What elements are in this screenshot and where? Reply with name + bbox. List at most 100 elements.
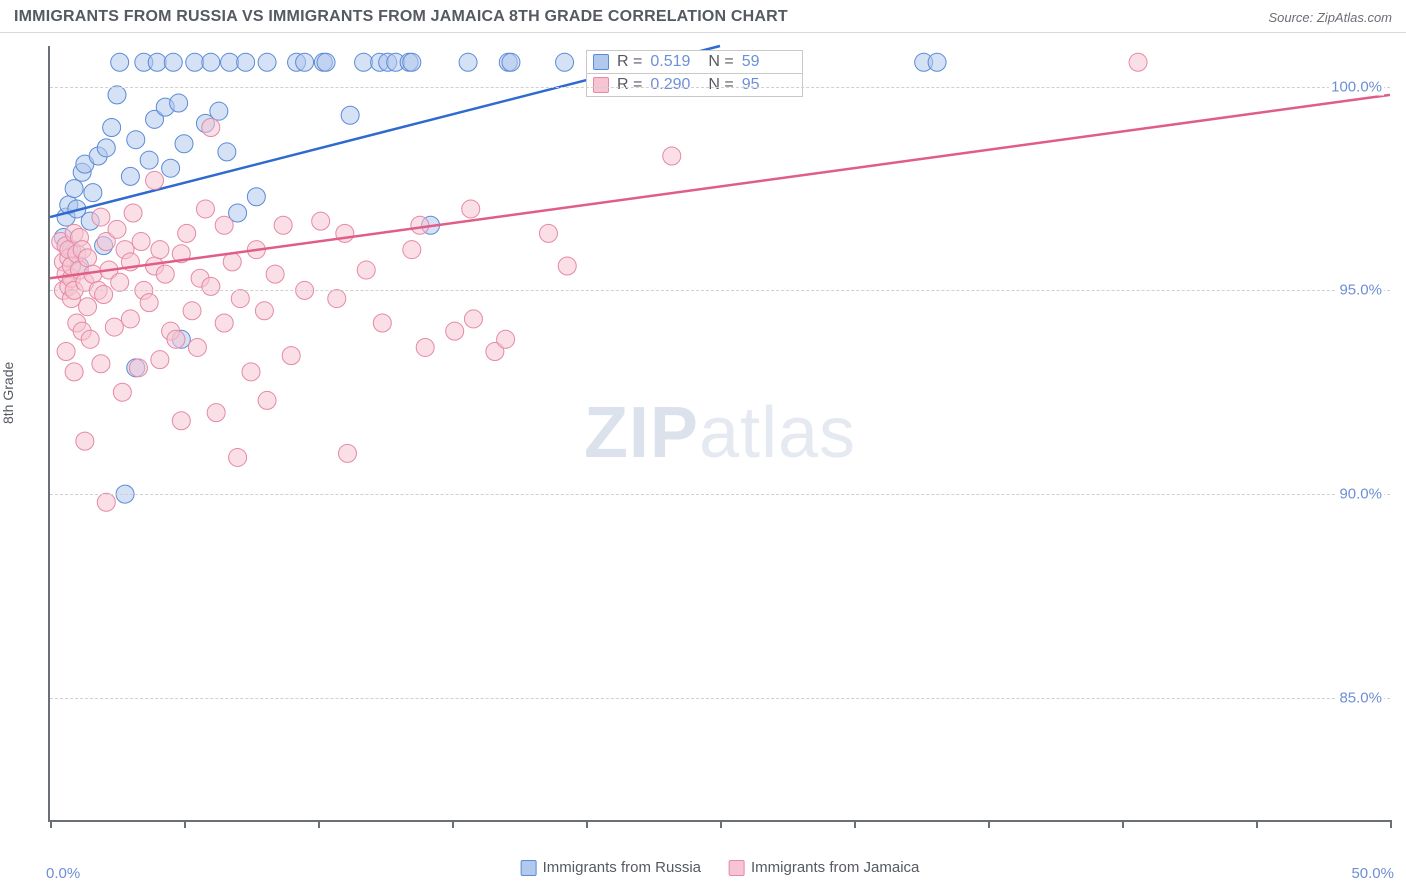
- x-tick: [1256, 820, 1258, 828]
- swatch-series2: [593, 77, 609, 93]
- y-tick-label: 90.0%: [1337, 486, 1384, 503]
- data-point: [108, 86, 126, 104]
- data-point: [210, 102, 228, 120]
- x-tick: [1122, 820, 1124, 828]
- stats-legend-box: R = 0.519 N = 59 R = 0.290 N = 95: [586, 50, 803, 96]
- data-point: [92, 208, 110, 226]
- data-point: [95, 285, 113, 303]
- data-point: [186, 53, 204, 71]
- y-tick-label: 85.0%: [1337, 689, 1384, 706]
- data-point: [97, 493, 115, 511]
- data-point: [218, 143, 236, 161]
- data-point: [207, 404, 225, 422]
- x-tick: [854, 820, 856, 828]
- data-point: [183, 302, 201, 320]
- data-point: [129, 359, 147, 377]
- data-point: [121, 310, 139, 328]
- trend-line: [50, 95, 1390, 278]
- data-point: [258, 53, 276, 71]
- data-point: [255, 302, 273, 320]
- x-tick: [50, 820, 52, 828]
- data-point: [188, 338, 206, 356]
- data-point: [317, 53, 335, 71]
- data-point: [103, 118, 121, 136]
- data-point: [663, 147, 681, 165]
- data-point: [357, 261, 375, 279]
- data-point: [79, 298, 97, 316]
- data-point: [97, 139, 115, 157]
- data-point: [258, 391, 276, 409]
- data-point: [151, 241, 169, 259]
- data-point: [373, 314, 391, 332]
- data-point: [215, 314, 233, 332]
- data-point: [178, 224, 196, 242]
- data-point: [312, 212, 330, 230]
- data-point: [111, 273, 129, 291]
- legend-bottom: Immigrants from Russia Immigrants from J…: [521, 859, 920, 876]
- data-point: [151, 351, 169, 369]
- data-point: [338, 444, 356, 462]
- data-point: [148, 53, 166, 71]
- y-tick-label: 100.0%: [1329, 78, 1384, 95]
- data-point: [274, 216, 292, 234]
- x-tick: [586, 820, 588, 828]
- x-axis-max-label: 50.0%: [1351, 865, 1394, 882]
- data-point: [124, 204, 142, 222]
- data-point: [403, 241, 421, 259]
- data-point: [497, 330, 515, 348]
- data-point: [237, 53, 255, 71]
- plot-surface: [50, 46, 1390, 820]
- data-point: [132, 233, 150, 251]
- data-point: [539, 224, 557, 242]
- legend-item-series2: Immigrants from Jamaica: [729, 859, 919, 876]
- data-point: [92, 355, 110, 373]
- data-point: [113, 383, 131, 401]
- data-point: [84, 184, 102, 202]
- data-point: [247, 188, 265, 206]
- data-point: [282, 347, 300, 365]
- x-tick: [988, 820, 990, 828]
- data-point: [170, 94, 188, 112]
- source-label: Source: ZipAtlas.com: [1268, 10, 1392, 25]
- data-point: [403, 53, 421, 71]
- data-point: [242, 363, 260, 381]
- data-point: [229, 448, 247, 466]
- swatch-icon: [729, 860, 745, 876]
- data-point: [140, 294, 158, 312]
- data-point: [79, 249, 97, 267]
- data-point: [231, 290, 249, 308]
- data-point: [175, 135, 193, 153]
- data-point: [341, 106, 359, 124]
- data-point: [172, 412, 190, 430]
- data-point: [355, 53, 373, 71]
- grid-line: [50, 494, 1390, 495]
- x-tick: [1390, 820, 1392, 828]
- data-point: [127, 131, 145, 149]
- stats-row-series2: R = 0.290 N = 95: [586, 73, 803, 97]
- y-axis-label: 8th Grade: [0, 362, 16, 424]
- data-point: [416, 338, 434, 356]
- data-point: [221, 53, 239, 71]
- data-point: [556, 53, 574, 71]
- data-point: [57, 343, 75, 361]
- data-point: [76, 432, 94, 450]
- data-point: [146, 171, 164, 189]
- data-point: [446, 322, 464, 340]
- data-point: [464, 310, 482, 328]
- data-point: [328, 290, 346, 308]
- y-tick-label: 95.0%: [1337, 282, 1384, 299]
- data-point: [167, 330, 185, 348]
- data-point: [140, 151, 158, 169]
- data-point: [1129, 53, 1147, 71]
- data-point: [65, 363, 83, 381]
- data-point: [223, 253, 241, 271]
- data-point: [164, 53, 182, 71]
- data-point: [105, 318, 123, 336]
- scatter-chart: ZIPatlas R = 0.519 N = 59 R = 0.290 N = …: [48, 46, 1390, 822]
- data-point: [502, 53, 520, 71]
- data-point: [266, 265, 284, 283]
- data-point: [81, 330, 99, 348]
- x-tick: [184, 820, 186, 828]
- data-point: [162, 159, 180, 177]
- chart-title: IMMIGRANTS FROM RUSSIA VS IMMIGRANTS FRO…: [14, 8, 788, 26]
